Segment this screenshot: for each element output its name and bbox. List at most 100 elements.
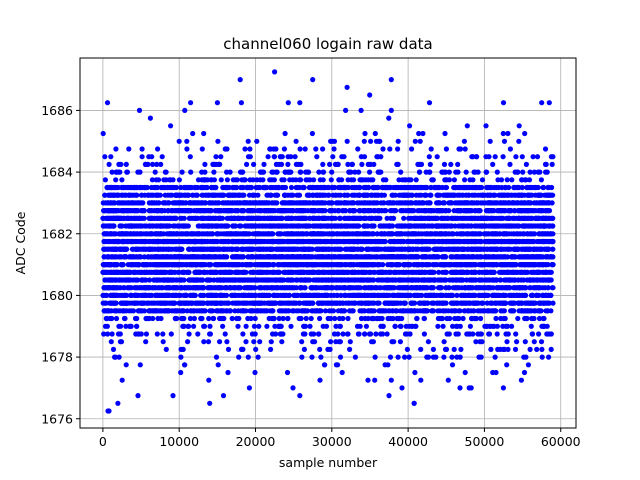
data-point xyxy=(380,323,386,329)
data-point xyxy=(265,154,271,160)
data-point xyxy=(348,169,354,175)
data-point xyxy=(328,138,334,144)
data-point xyxy=(218,177,224,183)
data-point xyxy=(224,339,230,345)
data-point xyxy=(210,161,216,167)
data-point xyxy=(288,184,295,191)
data-point xyxy=(442,130,448,137)
data-point xyxy=(301,346,307,352)
data-point xyxy=(541,315,547,322)
data-point xyxy=(431,262,437,268)
data-point xyxy=(117,331,123,337)
data-point xyxy=(543,169,549,175)
data-point xyxy=(335,331,341,337)
data-point xyxy=(447,315,453,322)
data-point xyxy=(271,315,277,322)
data-point xyxy=(512,346,519,352)
data-point xyxy=(261,161,267,167)
data-point xyxy=(160,331,166,337)
data-point xyxy=(190,130,196,137)
data-point xyxy=(113,177,119,183)
data-point xyxy=(257,339,263,345)
data-point xyxy=(443,146,449,152)
data-point xyxy=(476,354,482,360)
data-point xyxy=(434,154,440,160)
data-point xyxy=(358,154,364,160)
data-points xyxy=(100,69,556,414)
data-point xyxy=(486,331,493,337)
data-point xyxy=(463,169,469,175)
data-point xyxy=(287,177,293,183)
data-point xyxy=(507,146,513,152)
data-point xyxy=(298,161,304,167)
data-point xyxy=(495,346,501,352)
data-point xyxy=(478,315,484,322)
data-point xyxy=(248,315,254,322)
data-point xyxy=(337,323,343,329)
data-point xyxy=(314,154,320,160)
data-point xyxy=(252,369,258,376)
data-point xyxy=(376,300,382,306)
data-point xyxy=(102,177,108,183)
data-point xyxy=(116,354,122,360)
data-point xyxy=(455,161,461,167)
data-point xyxy=(201,339,207,345)
data-point xyxy=(299,339,305,345)
data-point xyxy=(251,323,257,329)
data-point xyxy=(213,354,220,360)
data-point xyxy=(253,346,259,352)
data-point xyxy=(317,346,323,352)
data-point xyxy=(483,123,489,129)
data-point xyxy=(299,238,305,245)
data-point xyxy=(276,323,282,329)
data-point xyxy=(487,138,493,144)
data-point xyxy=(347,339,353,345)
data-point xyxy=(436,269,442,275)
data-point xyxy=(327,346,333,352)
data-point xyxy=(462,146,468,152)
data-point xyxy=(509,323,515,329)
data-point xyxy=(450,323,456,329)
data-point xyxy=(418,377,424,383)
data-point xyxy=(282,130,288,137)
data-point xyxy=(504,339,510,345)
data-point xyxy=(139,154,145,160)
data-point xyxy=(385,362,391,368)
data-point xyxy=(215,362,221,368)
data-point xyxy=(123,323,129,329)
data-point xyxy=(279,339,285,345)
data-point xyxy=(271,154,278,160)
data-point xyxy=(103,315,109,322)
data-point xyxy=(309,354,315,360)
data-point xyxy=(372,354,378,360)
data-point xyxy=(412,369,418,376)
data-point xyxy=(358,315,365,322)
data-point xyxy=(242,146,248,152)
data-point xyxy=(538,177,545,183)
data-point xyxy=(362,130,368,137)
data-point xyxy=(105,331,111,337)
data-point xyxy=(337,339,343,345)
data-point xyxy=(462,369,468,376)
data-point xyxy=(500,130,506,137)
data-point xyxy=(512,208,518,214)
data-point xyxy=(276,161,282,167)
data-point xyxy=(396,315,402,322)
data-point xyxy=(317,377,323,383)
data-point xyxy=(402,354,408,360)
data-point xyxy=(357,323,363,329)
data-point xyxy=(520,169,526,175)
data-point xyxy=(355,146,361,152)
data-point xyxy=(202,169,208,175)
data-point xyxy=(245,138,251,144)
data-point xyxy=(493,315,499,322)
data-point xyxy=(531,339,537,345)
data-point xyxy=(404,346,410,352)
data-point xyxy=(529,331,535,337)
data-point xyxy=(126,146,132,152)
data-point xyxy=(207,400,213,406)
data-point xyxy=(308,331,314,337)
data-point xyxy=(480,200,486,206)
data-point xyxy=(328,339,334,345)
data-point xyxy=(507,161,513,167)
